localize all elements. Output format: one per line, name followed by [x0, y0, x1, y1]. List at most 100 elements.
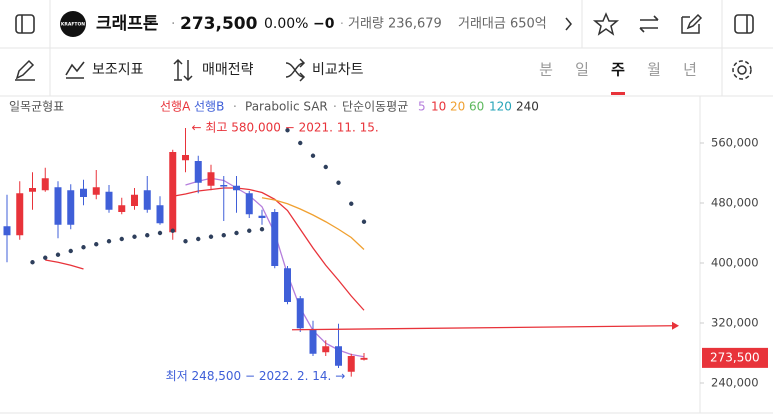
legend-item: 선행A: [160, 99, 191, 114]
candle-body: [16, 193, 24, 236]
period-tab[interactable]: 주: [611, 61, 625, 79]
favorite-button[interactable]: [592, 12, 620, 36]
icon: [173, 58, 193, 82]
legend-item: 단순이동평균: [342, 100, 408, 114]
sar-dot: [119, 236, 124, 242]
y-tick-label: 320,000: [711, 316, 759, 330]
separator: ·: [171, 16, 175, 32]
y-tick-label: 560,000: [711, 136, 759, 150]
stock-name: 크래프톤: [96, 14, 159, 34]
period-tab[interactable]: 일: [575, 61, 589, 79]
sar-dot: [132, 234, 137, 239]
amount: 거래대금 650억: [458, 17, 547, 32]
candle-body: [67, 190, 75, 225]
chart-title: 일목균형표: [9, 100, 64, 114]
candle-body: [105, 191, 113, 210]
sar-dot: [298, 140, 303, 146]
candle-body: [220, 185, 228, 187]
sidebar-button[interactable]: [15, 14, 35, 34]
legend-item: 5: [418, 100, 426, 114]
candle-body: [322, 346, 330, 353]
period-tab[interactable]: 월: [647, 61, 661, 79]
candle-body: [41, 178, 49, 191]
annotation: 최저 248,500 − 2022. 2. 14. →: [166, 369, 346, 383]
price-tag-label: 273,500: [710, 350, 760, 364]
sar-dot: [183, 239, 188, 244]
sar-dot: [208, 234, 214, 239]
settings-button[interactable]: [737, 65, 747, 75]
separator: ·: [340, 17, 344, 31]
candle-body: [92, 187, 100, 195]
draw-button[interactable]: [15, 59, 35, 81]
sar-dot: [55, 252, 61, 257]
candle-body: [258, 215, 266, 218]
volume: 거래량 236,679: [348, 17, 442, 32]
icon: [732, 60, 752, 80]
y-tick-label: 480,000: [711, 196, 759, 210]
candle-body: [360, 357, 368, 360]
candle-body: [347, 356, 355, 372]
sar-dot: [145, 233, 150, 238]
candle-body: [335, 346, 342, 366]
sar-dot: [361, 219, 367, 224]
candle-body: [207, 172, 215, 186]
selected-underline: [611, 92, 625, 95]
legend-item: 선행B: [194, 99, 224, 114]
candle-body: [131, 194, 138, 206]
legend-item: 60: [469, 100, 484, 114]
logo-text: KRAFTON: [61, 22, 85, 28]
sar-dot: [170, 228, 175, 233]
sar-dot: [196, 236, 201, 242]
indicators-button[interactable]: 보조지표: [92, 62, 144, 78]
sar-dot: [221, 233, 226, 238]
candle-body: [54, 187, 62, 225]
sar-dot: [310, 153, 316, 158]
logo: [60, 11, 86, 37]
candle-body: [118, 205, 126, 212]
legend-item: 10: [431, 100, 446, 114]
icon: [285, 58, 306, 82]
strategy-button[interactable]: 매매전략: [202, 62, 254, 78]
arrow-head: [672, 321, 679, 330]
panel-button[interactable]: [734, 14, 754, 34]
y-tick-label: 400,000: [711, 256, 759, 270]
period-tab[interactable]: 분: [539, 61, 553, 79]
candle-body: [3, 226, 11, 236]
swap-button[interactable]: [639, 15, 659, 33]
price-tag: [702, 347, 768, 368]
candle-body: [194, 161, 202, 183]
change: −0: [313, 16, 335, 32]
sar-dot: [94, 242, 99, 247]
legend-item: ·: [233, 100, 237, 114]
edit-button[interactable]: [681, 13, 703, 34]
sar-dot: [259, 227, 265, 232]
change-pct: 0.00%: [264, 16, 308, 32]
more-button[interactable]: [565, 17, 572, 31]
sar-dot: [234, 230, 239, 236]
candle-body: [284, 268, 291, 302]
annotation: ← 최고 580,000 − 2021. 11. 15.: [192, 121, 379, 135]
moving-average-line: [261, 197, 365, 250]
candle-body: [296, 298, 304, 329]
sar-dot: [106, 239, 112, 244]
legend-item: 240: [516, 100, 539, 114]
legend-item: 20: [450, 100, 465, 114]
legend-item: Parabolic SAR: [245, 100, 328, 114]
icon: [65, 61, 85, 79]
sar-dot: [81, 245, 86, 250]
sar-dot: [43, 255, 48, 260]
candle-body: [233, 185, 240, 191]
candle-body: [271, 212, 279, 266]
moving-average-line: [172, 187, 365, 311]
period-tab[interactable]: 년: [683, 61, 697, 79]
compare-button[interactable]: 비교차트: [312, 62, 364, 78]
sar-dot: [336, 180, 341, 185]
candle-body: [169, 152, 177, 233]
sar-dot: [247, 228, 252, 233]
candle-body: [143, 190, 151, 210]
legend-item: 120: [489, 100, 512, 114]
sar-dot: [30, 260, 35, 265]
